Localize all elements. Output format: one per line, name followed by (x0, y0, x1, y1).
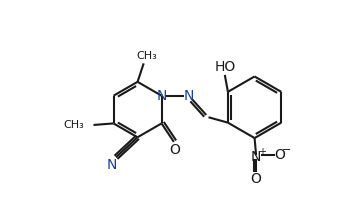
Text: +: + (258, 147, 266, 157)
Text: CH₃: CH₃ (63, 120, 84, 130)
Text: −: − (281, 145, 291, 155)
Text: O: O (275, 148, 285, 162)
Text: N: N (183, 89, 194, 103)
Text: N: N (107, 158, 117, 172)
Text: N: N (156, 89, 167, 103)
Text: HO: HO (214, 60, 235, 74)
Text: N: N (251, 150, 261, 163)
Text: O: O (169, 143, 180, 157)
Text: O: O (251, 172, 262, 186)
Text: CH₃: CH₃ (136, 51, 157, 61)
